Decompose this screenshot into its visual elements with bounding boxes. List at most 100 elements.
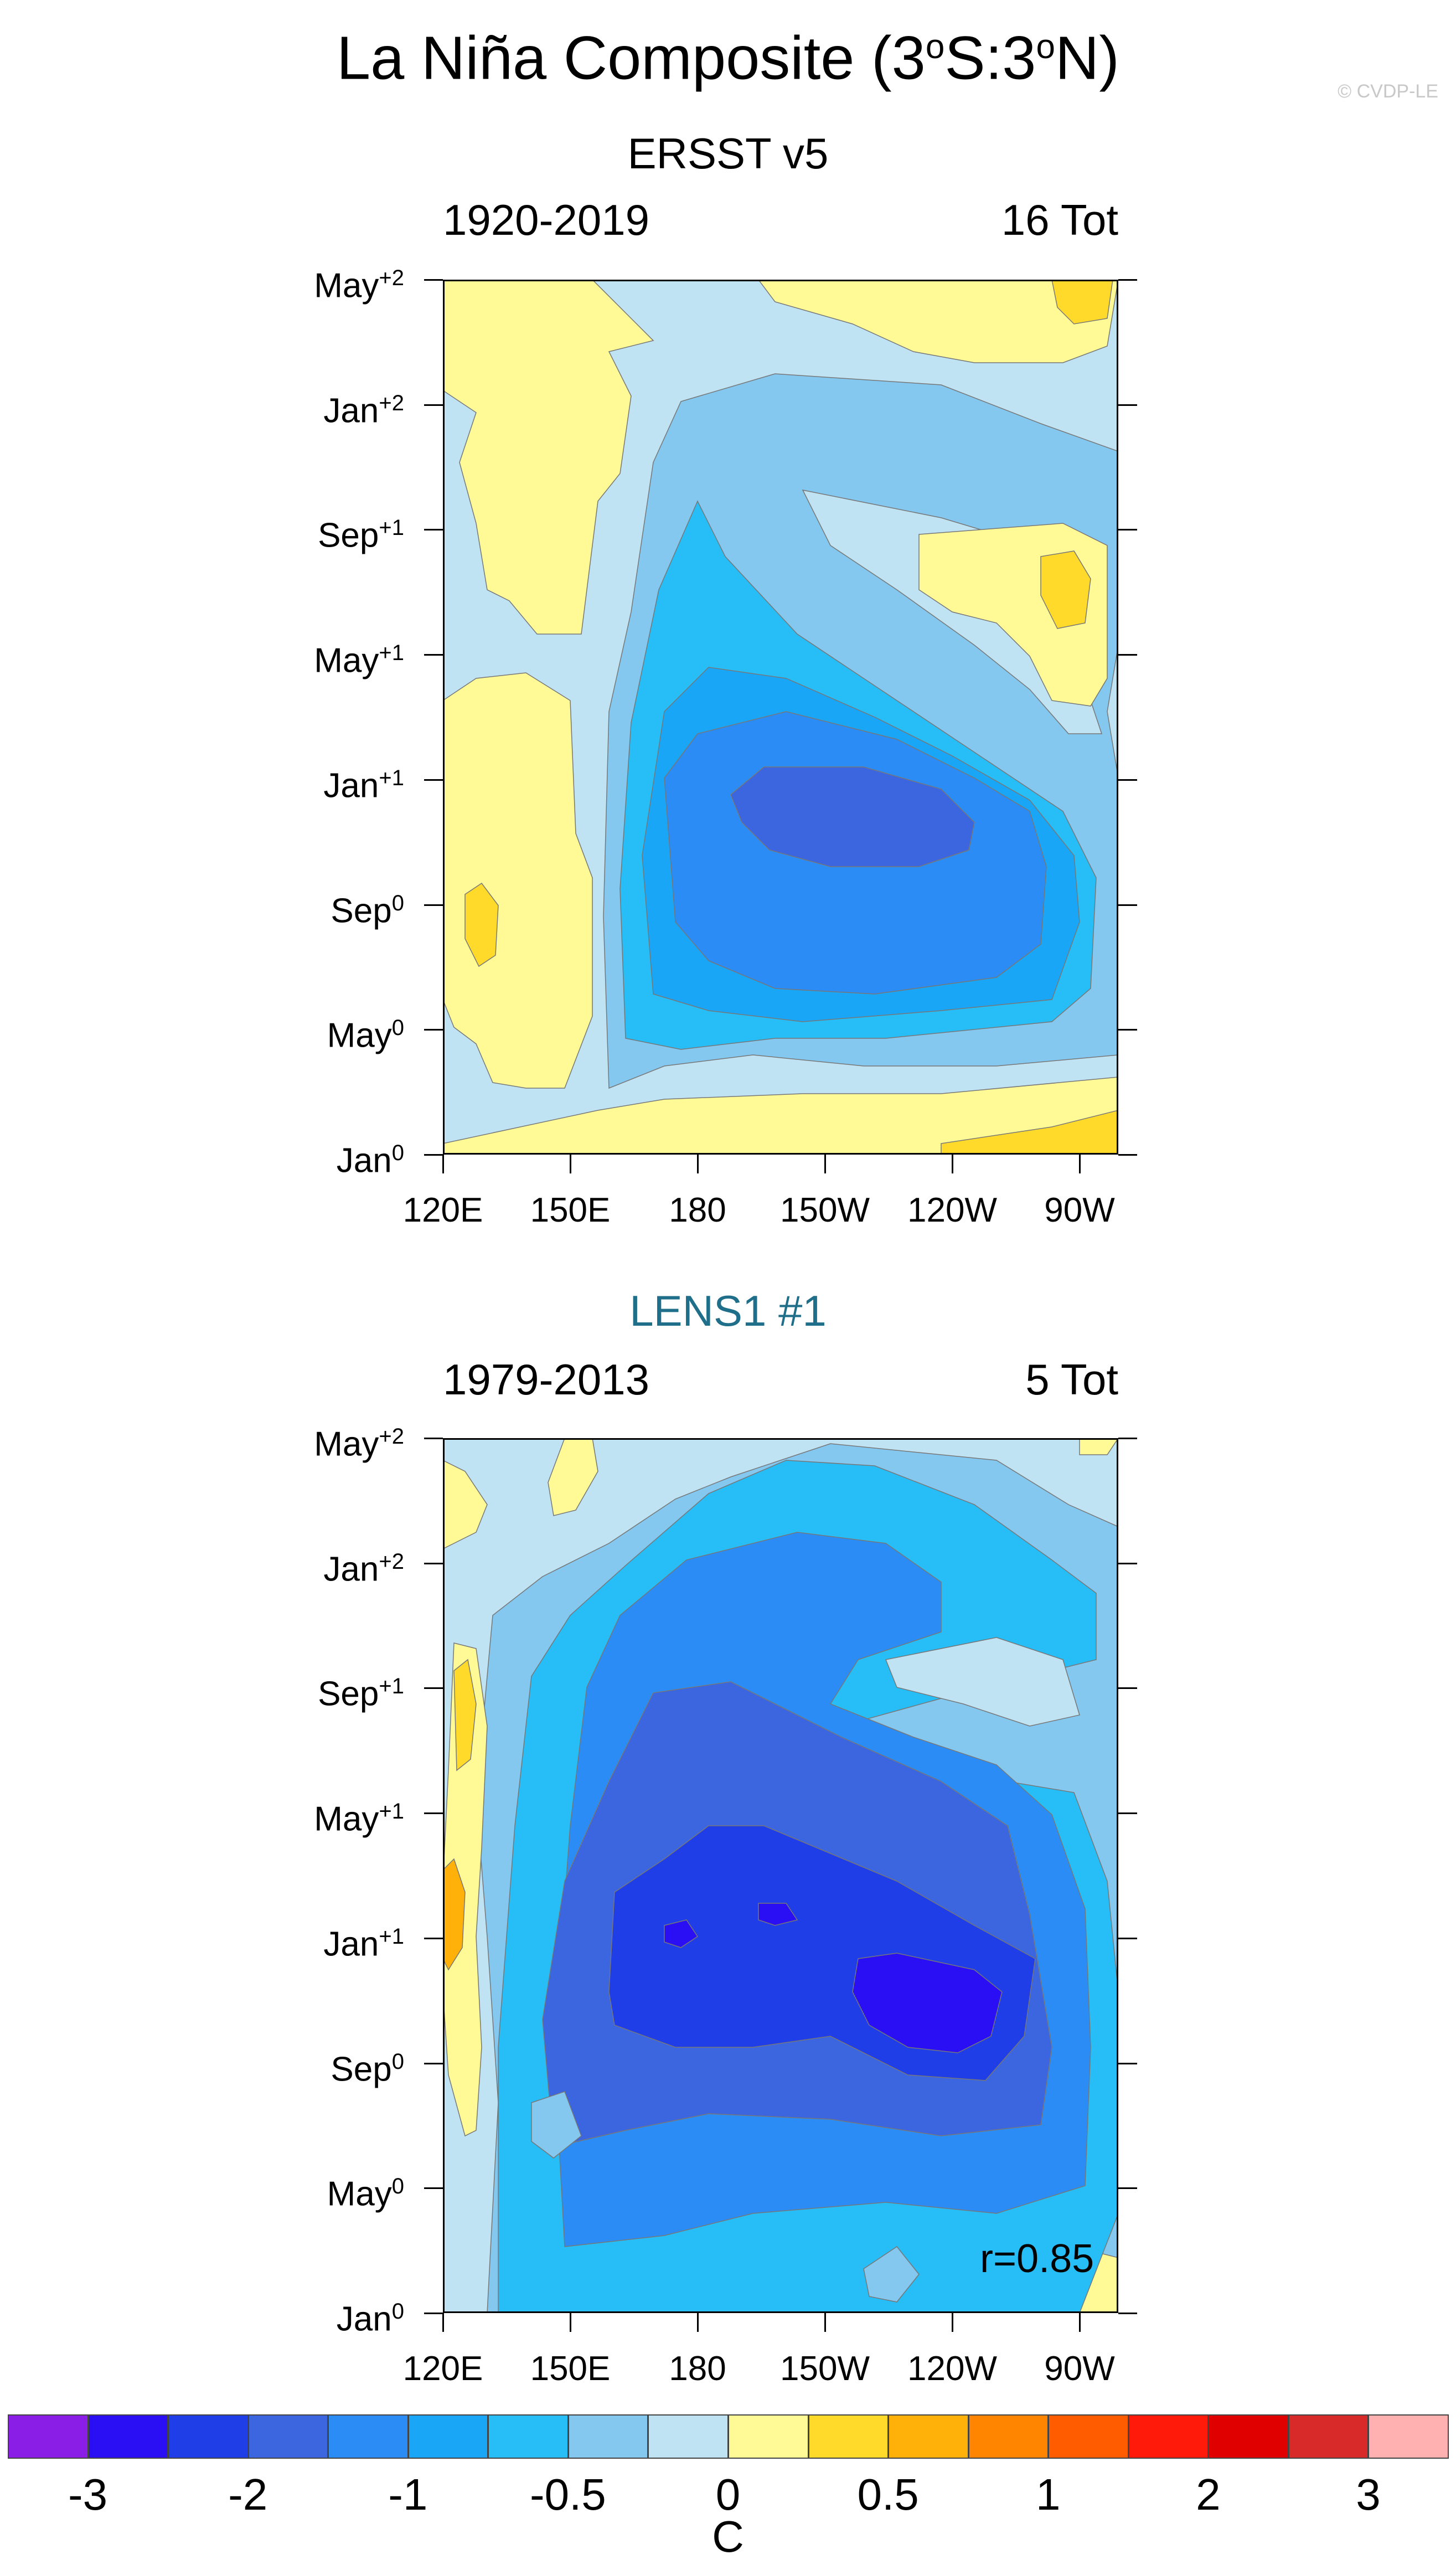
- x-tick-mark: [442, 2313, 444, 2332]
- x-tick-mark: [824, 1155, 826, 1173]
- y-tick-mark: [424, 654, 443, 656]
- x-tick-label: 150E: [530, 2350, 611, 2388]
- x-tick-mark: [952, 1155, 953, 1173]
- panel1-title: ERSST v5: [627, 129, 829, 178]
- y-tick-mark: [424, 1937, 443, 1939]
- contour-pos2-band: [464, 882, 499, 967]
- y-tick-mark: [1118, 404, 1137, 406]
- x-tick-label: 120W: [907, 1191, 997, 1229]
- colorbar-swatch: [1208, 2414, 1289, 2459]
- panel1-count: 16 Tot: [1001, 195, 1118, 244]
- contour-pos2-band: [1040, 550, 1091, 629]
- colorbar-label: 1: [1035, 2470, 1061, 2519]
- contour-pos2-band: [453, 1659, 477, 1771]
- panel1-contours: [443, 280, 1118, 1155]
- y-tick-label: Jan+1: [323, 1924, 404, 1964]
- x-tick-label: 150W: [780, 2350, 870, 2388]
- colorbar-swatch: [1288, 2414, 1369, 2459]
- y-tick-mark: [1118, 1687, 1137, 1690]
- colorbar-label: -0.5: [529, 2470, 606, 2519]
- colorbar-label: 0: [715, 2470, 741, 2519]
- contour-pos-band: [1079, 1438, 1118, 1455]
- contour-neg-band: [885, 1637, 1080, 1727]
- y-tick-mark: [1118, 529, 1137, 531]
- y-tick-mark: [1118, 1029, 1137, 1031]
- contour-pos2-band: [941, 1110, 1118, 1155]
- y-tick-mark: [424, 279, 443, 281]
- contour-pos-band: [443, 280, 654, 635]
- copyright-text: © CVDP-LE: [1338, 81, 1438, 102]
- contour-min-band: [730, 766, 975, 867]
- y-tick-mark: [1118, 1154, 1137, 1156]
- contour-pos2-band: [1051, 280, 1113, 325]
- panel1-period: 1920-2019: [443, 195, 650, 244]
- colorbar-swatch: [87, 2414, 169, 2459]
- y-tick-mark: [424, 2187, 443, 2190]
- x-tick-label: 150E: [530, 1191, 611, 1229]
- colorbar-label: 0.5: [857, 2470, 919, 2519]
- y-tick-mark: [424, 1562, 443, 1564]
- contour-pos3-band: [443, 1858, 466, 1971]
- x-tick-mark: [1079, 1155, 1081, 1173]
- y-tick-label: Sep+1: [318, 1674, 404, 1714]
- x-tick-label: 120E: [402, 2350, 483, 2388]
- colorbar-unit: C: [712, 2512, 744, 2561]
- x-tick-label: 120E: [402, 1191, 483, 1229]
- colorbar-swatch: [567, 2414, 649, 2459]
- colorbar-label: 2: [1196, 2470, 1221, 2519]
- contour-pos-band: [548, 1438, 598, 1516]
- panel1-plot: [443, 280, 1118, 1155]
- colorbar-label: -2: [228, 2470, 268, 2519]
- x-tick-label: 180: [669, 1191, 726, 1229]
- x-tick-mark: [1079, 2313, 1081, 2332]
- colorbar-swatch: [168, 2414, 249, 2459]
- y-tick-label: Sep+1: [318, 516, 404, 555]
- y-tick-label: May+2: [314, 1424, 404, 1464]
- colorbar-swatch: [1128, 2414, 1209, 2459]
- pattern-correlation-label: r=0.85: [980, 2237, 1094, 2281]
- colorbar-swatch: [968, 2414, 1049, 2459]
- y-tick-mark: [1118, 654, 1137, 656]
- contour-pos-band: [443, 672, 593, 1089]
- contour-pos-band: [758, 280, 1118, 363]
- colorbar-swatch: [648, 2414, 729, 2459]
- y-tick-mark: [424, 904, 443, 906]
- colorbar-label: -1: [388, 2470, 428, 2519]
- y-tick-mark: [424, 404, 443, 406]
- y-tick-mark: [1118, 2062, 1137, 2064]
- y-tick-mark: [424, 1154, 443, 1156]
- panel2-title: LENS1 #1: [0, 1286, 1456, 1336]
- y-tick-label: Jan+2: [323, 1549, 404, 1589]
- contour-0-band: [443, 1438, 1118, 2313]
- y-tick-label: May0: [327, 1016, 404, 1055]
- colorbar-swatch: [728, 2414, 809, 2459]
- colorbar-swatch: [888, 2414, 969, 2459]
- colorbar-label: 3: [1356, 2470, 1381, 2519]
- x-tick-label: 120W: [907, 2350, 997, 2388]
- y-tick-label: Jan+1: [323, 765, 404, 805]
- y-tick-label: Sep0: [331, 2049, 404, 2089]
- panel2-contours: [443, 1438, 1118, 2313]
- y-tick-mark: [1118, 2187, 1137, 2190]
- contour-pos-band: [443, 1077, 1118, 1155]
- colorbar-label: -3: [68, 2470, 108, 2519]
- y-tick-mark: [1118, 779, 1137, 781]
- colorbar-swatch: [1368, 2414, 1449, 2459]
- main-title: La Niña Composite (3oS:3oN): [336, 24, 1119, 92]
- y-tick-mark: [424, 779, 443, 781]
- y-tick-mark: [1118, 1562, 1137, 1564]
- colorbar-swatch: [808, 2414, 889, 2459]
- y-tick-mark: [1118, 1438, 1137, 1439]
- x-tick-mark: [952, 2313, 953, 2332]
- y-tick-label: May+1: [314, 641, 404, 680]
- y-tick-mark: [424, 2062, 443, 2064]
- y-tick-mark: [424, 2313, 443, 2314]
- y-tick-mark: [424, 1029, 443, 1031]
- y-tick-mark: [1118, 2313, 1137, 2314]
- contour-neg-band: [863, 2246, 920, 2303]
- y-tick-mark: [424, 1812, 443, 1815]
- y-tick-label: Jan+2: [323, 390, 404, 430]
- contour-neg-band: [531, 2091, 582, 2159]
- x-tick-mark: [570, 1155, 571, 1173]
- colorbar-swatch: [488, 2414, 569, 2459]
